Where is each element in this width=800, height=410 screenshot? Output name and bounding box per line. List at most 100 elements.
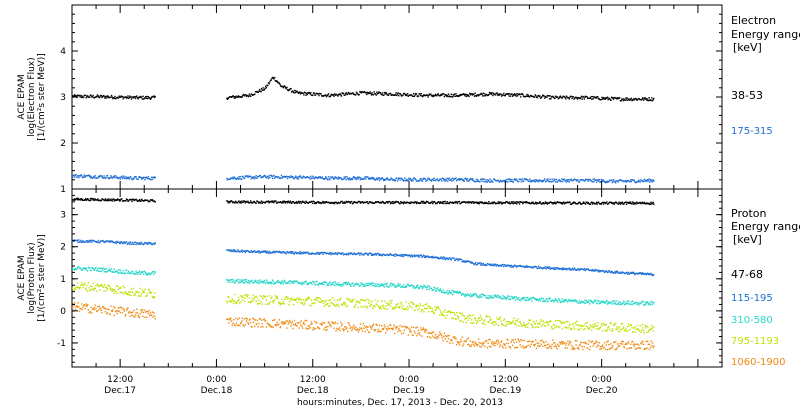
data-point — [313, 281, 315, 284]
data-point — [110, 268, 113, 270]
data-point — [302, 299, 304, 301]
data-point — [415, 93, 418, 95]
data-point — [89, 200, 91, 202]
data-point — [521, 178, 523, 180]
data-point — [96, 199, 98, 201]
data-point — [475, 294, 478, 296]
data-point — [464, 93, 467, 95]
data-point — [404, 253, 406, 256]
data-point — [417, 287, 420, 290]
data-point — [153, 177, 155, 179]
data-point — [254, 325, 256, 328]
data-point — [642, 329, 645, 332]
data-point — [92, 177, 94, 179]
data-point — [467, 201, 469, 203]
data-point — [647, 98, 649, 100]
data-point — [561, 328, 564, 330]
data-point — [617, 303, 619, 305]
data-point — [134, 273, 137, 275]
data-point — [76, 197, 78, 200]
data-point — [574, 299, 576, 301]
electron-series-38-53 — [72, 76, 655, 102]
data-point — [252, 251, 254, 254]
data-point — [651, 327, 654, 329]
data-point — [383, 324, 386, 326]
data-point — [250, 95, 252, 97]
data-point — [533, 322, 536, 325]
data-point — [634, 273, 636, 276]
data-point — [346, 282, 348, 285]
data-point — [633, 272, 635, 274]
data-point — [377, 92, 379, 94]
data-point — [396, 306, 398, 308]
data-point — [334, 281, 336, 283]
data-point — [130, 96, 132, 98]
data-point — [381, 254, 384, 257]
data-point — [358, 93, 360, 96]
data-point — [318, 92, 321, 95]
data-point — [280, 282, 283, 284]
data-point — [486, 179, 488, 181]
data-point — [326, 284, 328, 286]
data-point — [322, 300, 324, 302]
data-point — [85, 241, 87, 243]
data-point — [370, 283, 372, 286]
data-point — [597, 201, 600, 203]
data-point — [72, 287, 74, 289]
data-point — [332, 94, 334, 96]
data-point — [598, 269, 600, 272]
data-point — [597, 179, 599, 181]
data-point — [140, 309, 142, 311]
data-point — [303, 91, 306, 93]
data-point — [239, 279, 241, 281]
data-point — [114, 176, 116, 179]
data-point — [507, 295, 509, 297]
data-point — [236, 201, 238, 204]
data-point — [515, 319, 517, 322]
data-point — [286, 202, 289, 204]
data-point — [621, 98, 624, 100]
data-point — [363, 283, 365, 286]
data-point — [539, 323, 541, 326]
data-point — [503, 265, 505, 268]
data-point — [444, 309, 446, 311]
data-point — [233, 95, 235, 98]
data-point — [582, 202, 584, 204]
data-point — [481, 296, 483, 298]
data-point — [321, 202, 323, 204]
data-point — [477, 343, 479, 346]
data-point — [132, 96, 134, 98]
data-point — [260, 319, 263, 321]
data-point — [282, 281, 284, 284]
data-point — [301, 302, 303, 305]
data-point — [490, 179, 493, 182]
data-point — [111, 271, 113, 274]
data-point — [653, 274, 655, 276]
data-point — [565, 320, 568, 323]
data-point — [559, 299, 561, 302]
data-point — [83, 304, 85, 306]
data-point — [434, 201, 436, 203]
data-point — [98, 267, 100, 269]
data-point — [472, 293, 474, 296]
data-point — [554, 203, 557, 205]
data-point — [275, 325, 277, 327]
data-point — [299, 282, 302, 284]
data-point — [331, 252, 334, 255]
data-point — [291, 91, 293, 93]
data-point — [275, 295, 278, 298]
data-point — [527, 326, 529, 329]
data-point — [331, 302, 333, 304]
data-point — [319, 176, 321, 178]
data-point — [254, 250, 256, 252]
data-point — [638, 179, 640, 181]
data-point — [124, 177, 126, 180]
data-point — [135, 243, 137, 246]
data-point — [257, 326, 259, 328]
data-point — [346, 297, 348, 300]
data-point — [246, 201, 248, 203]
data-point — [489, 263, 491, 266]
data-point — [125, 269, 127, 272]
data-point — [430, 306, 432, 308]
data-point — [427, 332, 429, 334]
